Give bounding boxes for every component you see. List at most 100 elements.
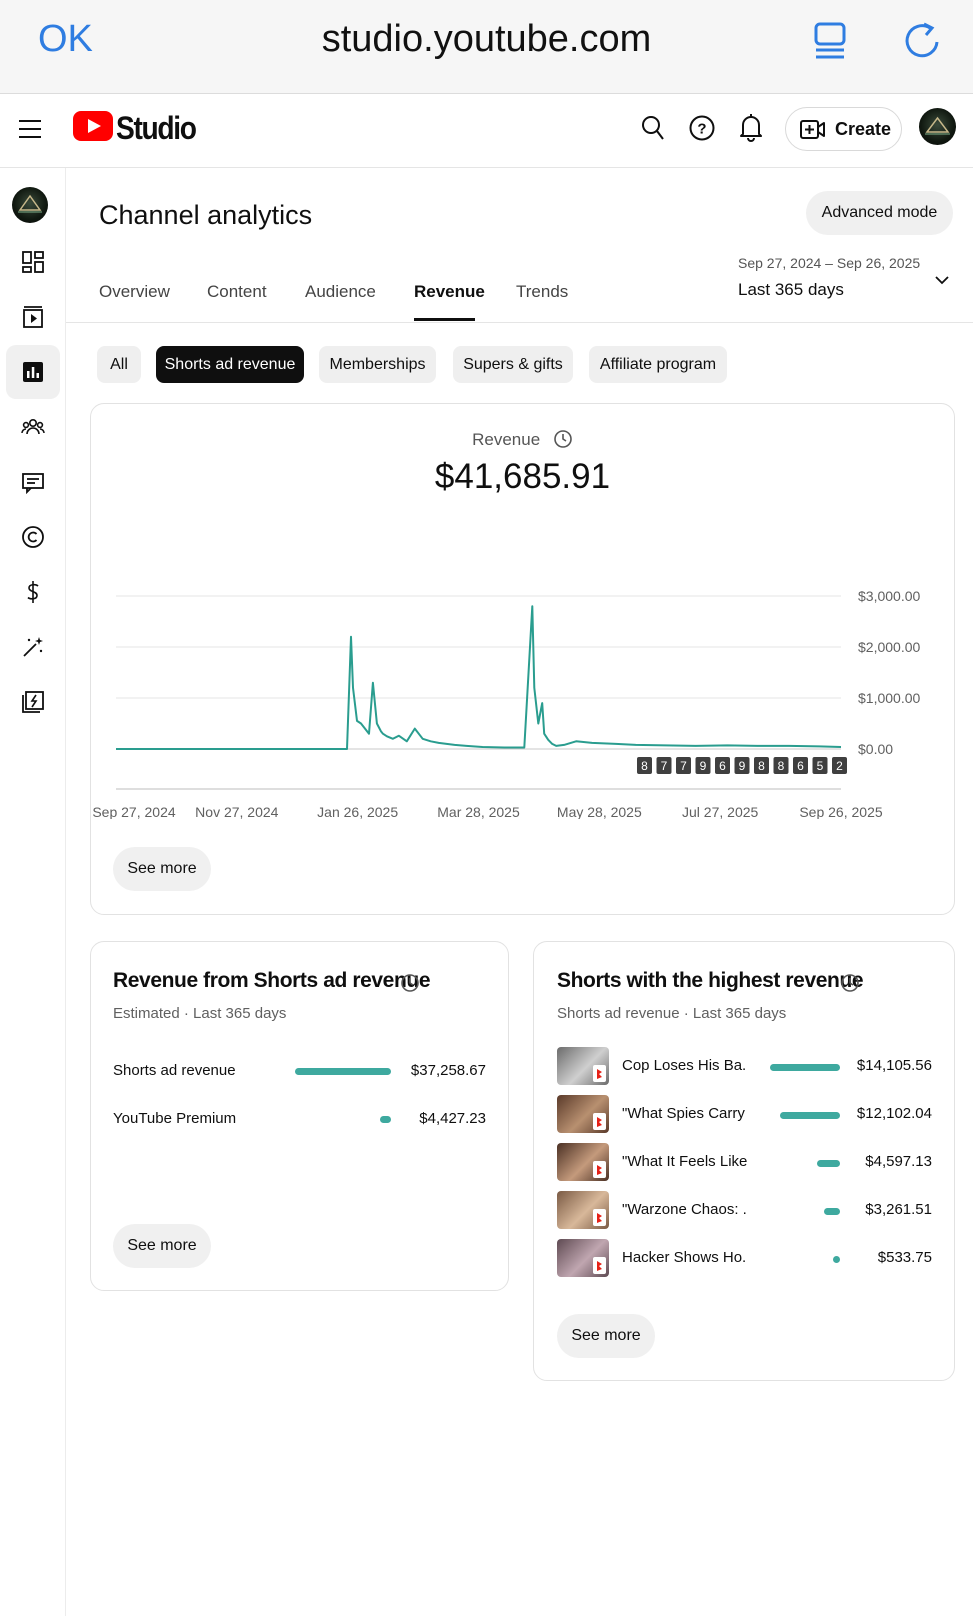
- source-bar-youtube-premium: [379, 1116, 391, 1123]
- short-revenue-value: $4,597.13: [865, 1153, 932, 1170]
- menu-icon[interactable]: [19, 118, 43, 140]
- shorts-see-more-button[interactable]: See more: [557, 1314, 655, 1358]
- tab-audience[interactable]: Audience: [305, 282, 376, 301]
- sidebar-item-audio-library[interactable]: [6, 675, 60, 729]
- short-row[interactable]: "Warzone Chaos: ... $3,261.51: [534, 1191, 954, 1231]
- shorts-badge-icon: [593, 1065, 606, 1082]
- sidebar-item-community[interactable]: [6, 400, 60, 454]
- revenue-total-value: $41,685.91: [434, 457, 611, 496]
- short-revenue-value: $533.75: [877, 1249, 932, 1266]
- x-tick-label: Jan 26, 2025: [317, 804, 398, 819]
- reload-icon[interactable]: [900, 18, 944, 62]
- short-title[interactable]: Cop Loses His Ba...: [622, 1057, 747, 1074]
- short-thumbnail[interactable]: [557, 1191, 609, 1229]
- event-marker-label: 8: [778, 759, 785, 773]
- history-clock-icon: [554, 430, 572, 448]
- chevron-down-icon[interactable]: [934, 274, 950, 286]
- chip-affiliate-program[interactable]: Affiliate program: [589, 346, 727, 383]
- revenue-chart-card: Revenue $41,685.91 $0.00 $1,000.00 $2,000.…: [90, 403, 955, 915]
- short-row[interactable]: Hacker Shows Ho... $533.75: [534, 1239, 954, 1279]
- event-marker: [832, 757, 847, 774]
- short-title[interactable]: "What It Feels Like...: [622, 1153, 747, 1170]
- sidebar-item-analytics[interactable]: [6, 345, 60, 399]
- event-marker-label: 6: [719, 759, 726, 773]
- revenue-see-more-button[interactable]: See more: [113, 847, 211, 891]
- copyright-icon: [22, 526, 44, 548]
- shorts-badge-icon: [593, 1161, 606, 1178]
- notifications-bell-icon[interactable]: [738, 112, 764, 142]
- tab-content[interactable]: Content: [207, 282, 267, 301]
- audio-library-icon: [22, 691, 44, 713]
- short-row[interactable]: "What It Feels Like... $4,597.13: [534, 1143, 954, 1183]
- advanced-mode-button[interactable]: Advanced mode: [806, 191, 953, 235]
- sidebar-item-copyright[interactable]: [6, 510, 60, 564]
- event-marker-label: 6: [797, 759, 804, 773]
- event-marker: [637, 757, 652, 774]
- subtitles-icon: [22, 473, 44, 494]
- date-range-text[interactable]: Sep 27, 2024 – Sep 26, 2025: [738, 255, 921, 271]
- channel-avatar[interactable]: [12, 187, 48, 223]
- event-marker: [734, 757, 750, 774]
- studio-header: Studio ? Create: [0, 94, 973, 168]
- short-row[interactable]: Cop Loses His Ba... $14,105.56: [534, 1047, 954, 1087]
- x-tick-label: Nov 27, 2024: [195, 804, 278, 819]
- short-thumbnail[interactable]: [557, 1143, 609, 1181]
- magic-wand-icon: [23, 637, 43, 657]
- sources-see-more-button[interactable]: See more: [113, 1224, 211, 1268]
- done-button[interactable]: OK: [38, 18, 93, 60]
- y-tick-label: $0.00: [858, 741, 893, 757]
- youtube-logo-icon[interactable]: [73, 111, 113, 141]
- revenue-series-line: [116, 605, 842, 750]
- sidebar-item-dashboard[interactable]: [6, 235, 60, 289]
- studio-logo-text[interactable]: Studio: [116, 110, 197, 146]
- short-thumbnail[interactable]: [557, 1095, 609, 1133]
- search-icon[interactable]: [640, 114, 666, 142]
- sidebar-item-customization[interactable]: [6, 620, 60, 674]
- short-title[interactable]: Hacker Shows Ho...: [622, 1249, 747, 1266]
- help-icon[interactable]: ?: [688, 114, 716, 142]
- community-icon: [21, 419, 45, 435]
- chip-all[interactable]: All: [97, 346, 141, 383]
- sidebar-item-content[interactable]: [6, 290, 60, 344]
- source-label-shorts-ad-revenue: Shorts ad revenue: [113, 1062, 236, 1079]
- active-tab-indicator: [414, 318, 475, 321]
- short-thumbnail[interactable]: [557, 1239, 609, 1277]
- chip-memberships[interactable]: Memberships: [319, 346, 436, 383]
- short-revenue-bar: [779, 1112, 840, 1119]
- create-button-label: Create: [835, 119, 892, 139]
- history-clock-icon: [841, 974, 859, 992]
- x-tick-label: Sep 27, 2024: [92, 804, 176, 819]
- revenue-metric: Revenue: [91, 429, 954, 450]
- short-thumbnail[interactable]: [557, 1047, 609, 1085]
- shorts-card-subtitle: Shorts ad revenue · Last 365 days: [557, 1005, 787, 1022]
- page-title: Channel analytics: [99, 200, 313, 230]
- tab-overview[interactable]: Overview: [99, 282, 170, 301]
- short-revenue-bar: [770, 1064, 840, 1071]
- event-marker: [676, 757, 691, 774]
- address-bar[interactable]: studio.youtube.com: [321, 18, 652, 60]
- sidebar-item-earn[interactable]: [6, 565, 60, 619]
- event-marker: [793, 757, 808, 774]
- tab-revenue[interactable]: Revenue: [414, 282, 485, 301]
- x-tick-label: Jul 27, 2025: [682, 804, 758, 819]
- history-clock-icon: [401, 974, 419, 992]
- date-preset-text[interactable]: Last 365 days: [738, 280, 844, 299]
- short-revenue-bar: [823, 1208, 840, 1215]
- short-title[interactable]: "Warzone Chaos: ...: [622, 1201, 747, 1218]
- short-title[interactable]: "What Spies Carry ...: [622, 1105, 747, 1122]
- top-shorts-card: Shorts with the highest revenue Shorts a…: [533, 941, 955, 1381]
- event-marker: [812, 757, 828, 774]
- account-avatar[interactable]: [919, 108, 956, 145]
- short-row[interactable]: "What Spies Carry ... $12,102.04: [534, 1095, 954, 1135]
- tab-trends[interactable]: Trends: [516, 282, 569, 301]
- chip-shorts-ad-revenue[interactable]: Shorts ad revenue: [156, 346, 304, 383]
- create-button[interactable]: Create: [785, 107, 902, 151]
- chip-supers-gifts[interactable]: Supers & gifts: [453, 346, 573, 383]
- event-marker: [773, 757, 789, 774]
- sidebar-item-subtitles[interactable]: [6, 455, 60, 509]
- source-value-shorts-ad-revenue: $37,258.67: [410, 1062, 486, 1079]
- tabs-icon[interactable]: [808, 18, 852, 62]
- event-marker-label: 8: [641, 759, 648, 773]
- revenue-line-chart: $0.00 $1,000.00 $2,000.00 $3,000.00 Sep 27, …: [92, 588, 920, 819]
- sidebar: [0, 168, 66, 1616]
